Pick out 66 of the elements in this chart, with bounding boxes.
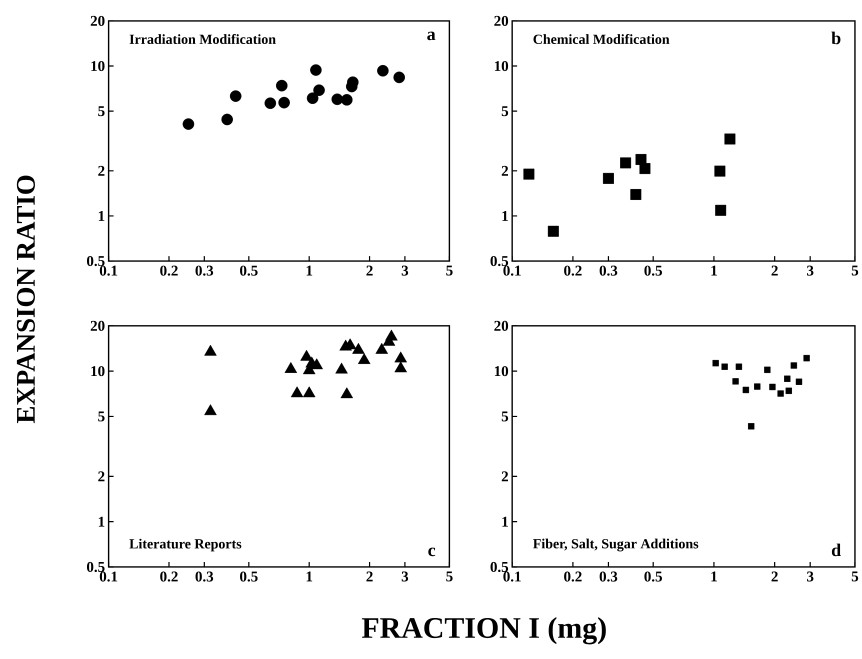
x-axis-title: FRACTION I (mg) [362, 617, 606, 645]
x-tick-label: 0.1 [503, 266, 521, 276]
text: Literature Reports [129, 538, 242, 552]
x-tick-label: 0.5 [240, 572, 258, 582]
text: Irradiation Modification [130, 34, 276, 44]
y-tick-label: 20 [90, 320, 105, 332]
x-tick-label: 2 [772, 572, 778, 582]
x-tick-label: 0.1 [100, 572, 118, 582]
x-tick-label: 1 [711, 266, 717, 276]
y-tick-label: 5 [502, 106, 508, 116]
x-tick-label: 5 [446, 266, 453, 276]
x-tick-label: 0.3 [600, 572, 618, 582]
x-tick-label: 0.3 [600, 266, 618, 276]
x-tick-label: 0.5 [644, 266, 662, 276]
y-tick-label: 20 [494, 16, 508, 26]
y-tick-label: 1 [98, 211, 104, 222]
annotation: a [427, 32, 436, 40]
y-tick-label: 10 [494, 61, 508, 72]
x-tick-label: 2 [366, 572, 373, 582]
x-tick-label: 3 [807, 572, 814, 582]
y-tick-label: 5 [502, 412, 508, 422]
y-tick-label: 0.5 [490, 562, 508, 572]
x-tick-label: 3 [402, 572, 408, 582]
x-tick-label: 5 [852, 572, 858, 582]
y-tick-label: 2 [98, 472, 104, 482]
y-tick-label: 20 [90, 16, 105, 26]
x-tick-label: 0.2 [160, 572, 178, 582]
annotation: b [831, 32, 840, 44]
y-tick-label: 5 [98, 106, 105, 116]
text: Fiber, Salt, Sugar Additions [533, 538, 698, 552]
y-tick-label: 0.5 [86, 256, 105, 266]
x-tick-label: 5 [446, 572, 453, 582]
y-tick-label: 10 [91, 61, 105, 72]
x-tick-label: 0.2 [160, 266, 178, 276]
y-tick-label: 20 [494, 320, 508, 332]
y-tick-label: 1 [502, 516, 508, 527]
x-tick-label: 0.3 [196, 266, 214, 276]
x-tick-label: 1 [711, 572, 717, 582]
x-tick-label: 0.5 [644, 572, 662, 582]
x-tick-label: 5 [852, 266, 858, 276]
x-tick-label: 0.2 [564, 572, 582, 582]
annotation: c [428, 548, 436, 556]
y-tick-label: 2 [98, 166, 104, 176]
x-tick-label: 2 [366, 266, 373, 276]
x-tick-label: 1 [306, 266, 312, 276]
y-tick-label: 0.5 [490, 256, 508, 266]
x-tick-label: 3 [807, 266, 814, 276]
y-tick-label: 2 [502, 472, 508, 482]
annotation: d [832, 544, 841, 556]
y-tick-label: 1 [98, 516, 104, 527]
y-tick-label: 10 [91, 366, 105, 376]
x-tick-label: 1 [306, 572, 312, 582]
y-tick-label: 5 [98, 412, 105, 422]
x-tick-label: 0.2 [564, 266, 582, 276]
y-tick-label: 2 [502, 166, 508, 176]
x-tick-label: 2 [772, 266, 778, 276]
text: Chemical Modification [534, 34, 670, 44]
y-axis-title: EXPANSION RATIO [16, 176, 35, 424]
x-tick-label: 3 [402, 266, 408, 276]
y-tick-label: 0.5 [86, 562, 105, 572]
x-tick-label: 0.1 [100, 266, 118, 276]
y-tick-label: 10 [494, 366, 508, 376]
x-tick-label: 0.5 [240, 266, 258, 276]
x-tick-label: 0.3 [196, 572, 214, 582]
y-tick-label: 1 [502, 211, 508, 222]
x-tick-label: 0.1 [503, 572, 521, 582]
